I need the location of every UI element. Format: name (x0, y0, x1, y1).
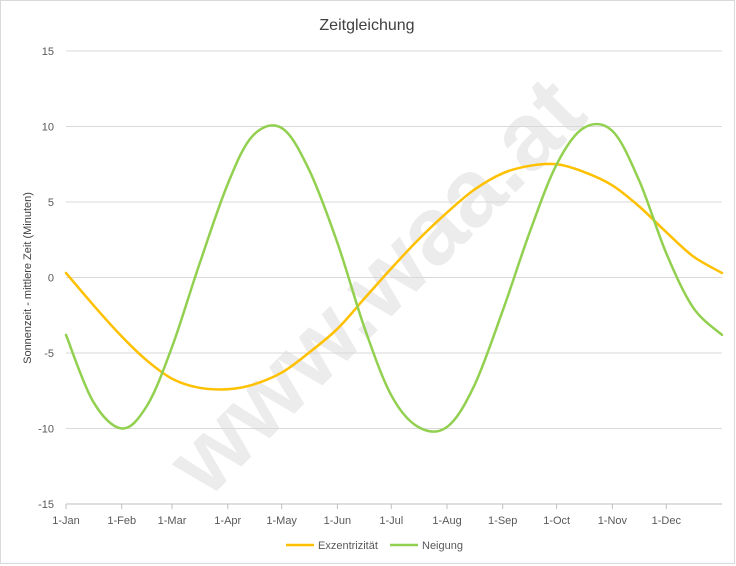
x-tick-label: 1-Nov (598, 515, 628, 527)
chart-title: Zeitgleichung (319, 17, 414, 34)
x-tick-label: 1-Jan (52, 515, 80, 527)
series-line-exzentrizitaet (64, 162, 724, 391)
y-tick-label: -5 (44, 348, 54, 360)
y-tick-label: -10 (38, 424, 54, 436)
y-tick-label: 5 (48, 197, 54, 209)
series-lines (64, 122, 724, 433)
x-tick-label: 1-Jun (324, 515, 352, 527)
x-tick-label: 1-Mar (158, 515, 187, 527)
x-tick-label: 1-Jul (379, 515, 403, 527)
legend-label: Exzentrizität (318, 540, 378, 552)
y-tick-label: 15 (42, 46, 54, 58)
y-tick-label: 10 (42, 122, 54, 134)
y-tick-label: 0 (48, 273, 54, 285)
x-tick-label: 1-Sep (488, 515, 517, 527)
legend: Exzentrizität Neigung (286, 540, 463, 552)
x-tick-label: 1-May (266, 515, 297, 527)
x-axis: 1-Jan 1-Feb 1-Mar 1-Apr 1-May 1-Jun 1-Jul 1-Aug… (52, 504, 681, 527)
x-tick-label: 1-Oct (543, 515, 570, 527)
x-tick-label: 1-Dec (652, 515, 682, 527)
x-tick-label: 1-Aug (432, 515, 461, 527)
y-tick-label: -15 (38, 499, 54, 511)
legend-label: Neigung (422, 540, 463, 552)
x-tick-label: 1-Apr (214, 515, 241, 527)
y-axis: 15 10 5 0 -5 -10 -15 (38, 46, 54, 511)
series-line-neigung (64, 122, 724, 433)
y-axis-title: Sonnenzeit - mittlere Zeit (Minuten) (22, 192, 34, 364)
x-tick-label: 1-Feb (107, 515, 136, 527)
